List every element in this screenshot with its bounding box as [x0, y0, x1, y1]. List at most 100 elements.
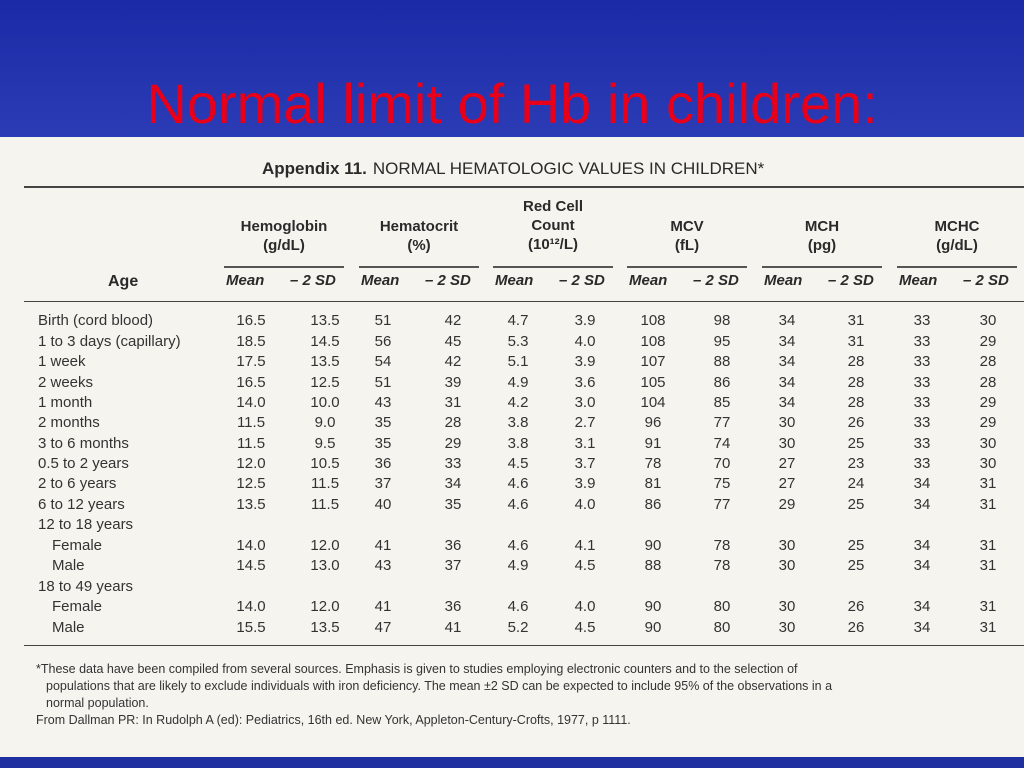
footnote: *These data have been compiled from seve… — [36, 661, 1021, 729]
value-cell: 30 — [979, 312, 997, 329]
value-cell: 105 — [640, 374, 666, 391]
value-cell: 4.9 — [507, 374, 529, 391]
value-cell: 4.5 — [507, 455, 529, 472]
value-cell: 3.6 — [574, 374, 596, 391]
value-cell: 43 — [374, 394, 392, 411]
value-cell: 95 — [713, 333, 731, 350]
table-row: 2 to 6 years 12.5 11.5 37 34 4.6 3.9 81 75 27 24 34… — [0, 475, 1024, 495]
value-cell: 33 — [913, 374, 931, 391]
value-cell: 14.0 — [236, 537, 266, 554]
value-cell: 10.0 — [310, 394, 340, 411]
age-column-header: Age — [108, 273, 139, 290]
value-cell: 3.9 — [574, 312, 596, 329]
value-cell: 104 — [640, 394, 666, 411]
value-cell: 31 — [979, 557, 997, 574]
value-cell: 25 — [847, 537, 865, 554]
age-cell: 2 to 6 years — [38, 475, 117, 492]
value-cell: 81 — [644, 475, 662, 492]
value-cell: 107 — [640, 353, 666, 370]
value-cell: 11.5 — [236, 414, 266, 431]
column-group-header: Red Cell Count (10¹²/L) — [488, 197, 618, 254]
value-cell: 90 — [644, 598, 662, 615]
value-cell: 29 — [979, 333, 997, 350]
sd-subheader: – 2 SD — [425, 272, 471, 289]
column-group-underline — [359, 266, 479, 268]
age-cell: 3 to 6 months — [38, 435, 129, 452]
table-row: 18 to 49 years — [0, 578, 1024, 598]
value-cell: 90 — [644, 537, 662, 554]
value-cell: 36 — [444, 537, 462, 554]
value-cell: 31 — [979, 598, 997, 615]
value-cell: 78 — [644, 455, 662, 472]
value-cell: 78 — [713, 557, 731, 574]
value-cell: 30 — [979, 435, 997, 452]
value-cell: 34 — [913, 475, 931, 492]
value-cell: 40 — [374, 496, 392, 513]
value-cell: 80 — [713, 598, 731, 615]
value-cell: 17.5 — [236, 353, 266, 370]
value-cell: 10.5 — [310, 455, 340, 472]
column-group-header-line: (10¹²/L) — [528, 236, 578, 253]
value-cell: 41 — [444, 619, 462, 636]
value-cell: 31 — [444, 394, 462, 411]
value-cell: 11.5 — [310, 475, 340, 492]
value-cell: 28 — [847, 374, 865, 391]
value-cell: 70 — [713, 455, 731, 472]
table-row: 1 to 3 days (capillary) 18.5 14.5 56 45 5.3 4.… — [0, 333, 1024, 353]
value-cell: 34 — [913, 496, 931, 513]
value-cell: 4.6 — [507, 496, 529, 513]
value-cell: 41 — [374, 537, 392, 554]
value-cell: 34 — [913, 537, 931, 554]
value-cell: 34 — [778, 374, 796, 391]
value-cell: 23 — [847, 455, 865, 472]
age-cell: Male — [52, 557, 85, 574]
age-cell: Male — [52, 619, 85, 636]
mean-subheader: Mean — [495, 272, 534, 289]
age-cell: Birth (cord blood) — [38, 312, 154, 329]
value-cell: 56 — [374, 333, 392, 350]
value-cell: 9.0 — [314, 414, 336, 431]
value-cell: 3.1 — [574, 435, 596, 452]
value-cell: 30 — [778, 557, 796, 574]
value-cell: 4.0 — [574, 333, 596, 350]
table-row: 3 to 6 months 11.5 9.5 35 29 3.8 3.1 91 74 30 25 33… — [0, 435, 1024, 455]
value-cell: 77 — [713, 496, 731, 513]
sd-subheader: – 2 SD — [828, 272, 874, 289]
value-cell: 12.0 — [310, 537, 340, 554]
value-cell: 37 — [374, 475, 392, 492]
mean-subheader: Mean — [629, 272, 668, 289]
value-cell: 14.0 — [236, 598, 266, 615]
value-cell: 31 — [979, 619, 997, 636]
column-group-header: MCHC (g/dL) — [892, 217, 1022, 255]
value-cell: 4.6 — [507, 537, 529, 554]
value-cell: 13.5 — [310, 312, 340, 329]
column-group-header: MCV (fL) — [622, 217, 752, 255]
value-cell: 26 — [847, 598, 865, 615]
column-group-header-line: (g/dL) — [263, 237, 305, 254]
value-cell: 51 — [374, 374, 392, 391]
value-cell: 4.1 — [574, 537, 596, 554]
value-cell: 80 — [713, 619, 731, 636]
value-cell: 35 — [374, 435, 392, 452]
value-cell: 41 — [374, 598, 392, 615]
value-cell: 34 — [444, 475, 462, 492]
value-cell: 31 — [979, 537, 997, 554]
slide-bottom-bar — [0, 757, 1024, 768]
column-group-header-line: Hemoglobin — [240, 218, 328, 235]
value-cell: 29 — [778, 496, 796, 513]
footnote-source: From Dallman PR: In Rudolph A (ed): Pedi… — [36, 713, 631, 727]
top-rule — [24, 186, 1024, 188]
value-cell: 24 — [847, 475, 865, 492]
value-cell: 5.3 — [507, 333, 529, 350]
value-cell: 33 — [913, 353, 931, 370]
value-cell: 4.5 — [574, 557, 596, 574]
column-group-header-line: MCV — [670, 218, 704, 235]
column-group-header: Hemoglobin (g/dL) — [219, 217, 349, 255]
table-row: Birth (cord blood) 16.5 13.5 51 42 4.7 3.9 108 9… — [0, 312, 1024, 332]
value-cell: 77 — [713, 414, 731, 431]
column-group-header-line: Red Cell — [522, 198, 583, 215]
table-row: 6 to 12 years 13.5 11.5 40 35 4.6 4.0 86 77 29 25 3… — [0, 496, 1024, 516]
value-cell: 4.5 — [574, 619, 596, 636]
age-cell: 6 to 12 years — [38, 496, 125, 513]
value-cell: 91 — [644, 435, 662, 452]
